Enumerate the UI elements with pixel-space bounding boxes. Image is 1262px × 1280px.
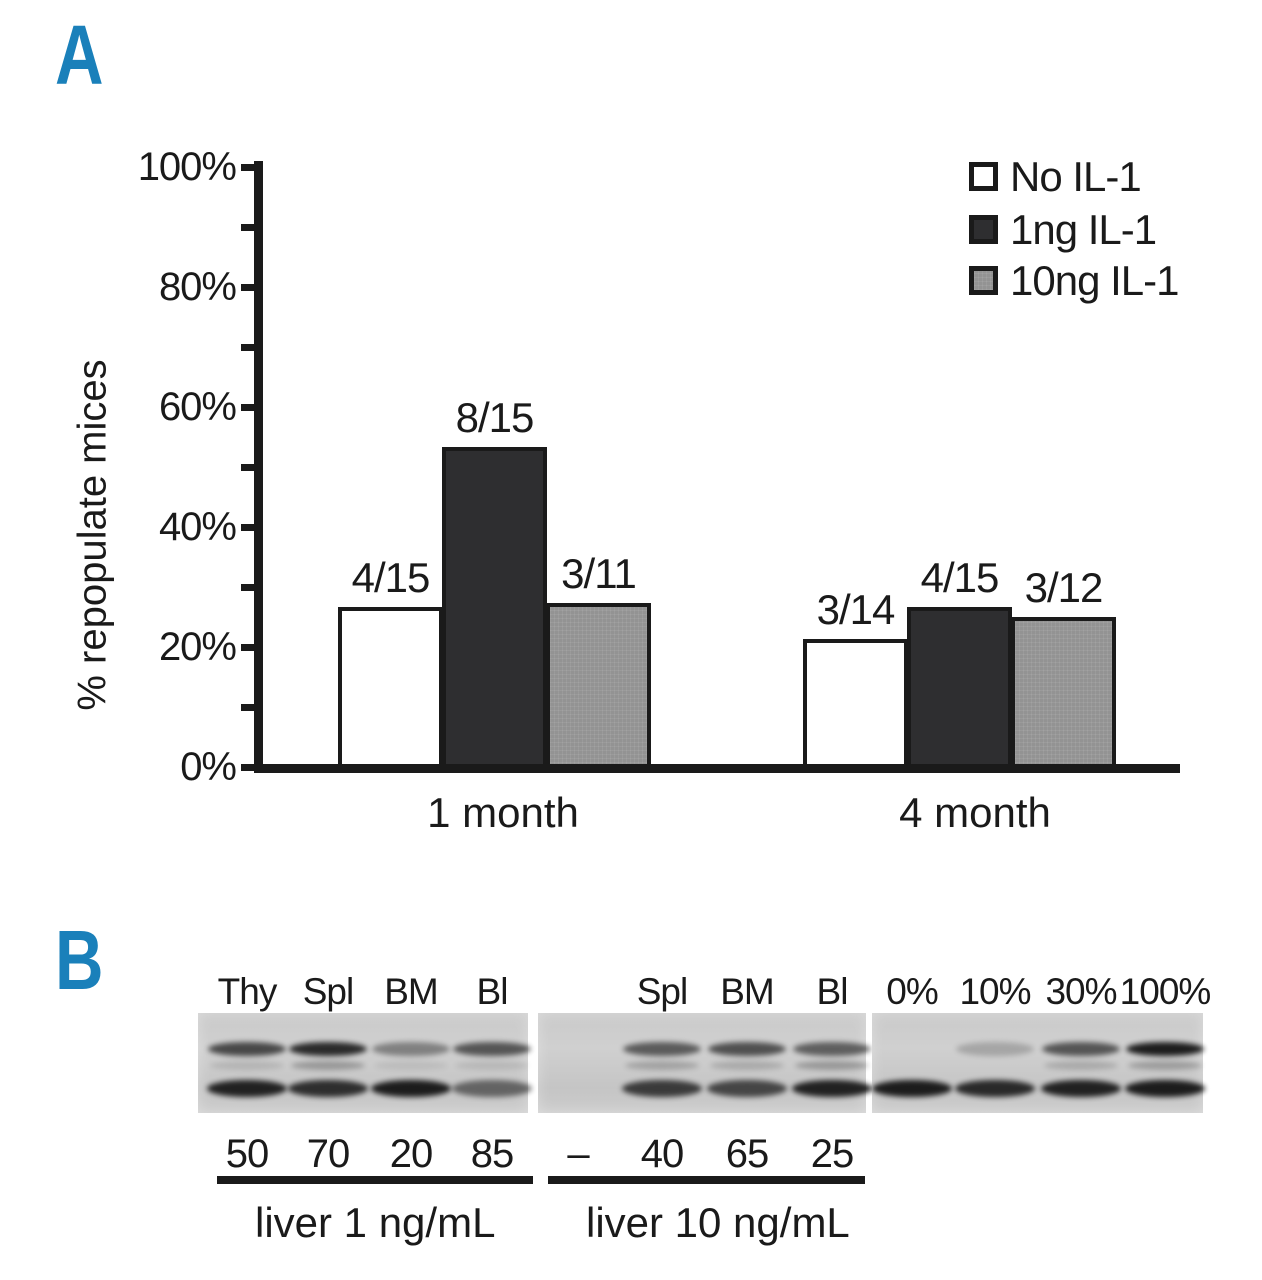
legend-swatch-2 [969, 215, 998, 244]
gel-band-lower [707, 1080, 787, 1097]
gel-band-middle [291, 1061, 365, 1070]
lane-value: 70 [306, 1132, 351, 1176]
gel-band-lower [1041, 1080, 1121, 1097]
bar-1ng-il-1-1-month [442, 447, 547, 771]
gel-band-middle [710, 1061, 784, 1070]
bar-value-label: 4/15 [920, 554, 1000, 601]
y-tick-label: 40% [158, 505, 237, 549]
gel-band-middle [374, 1061, 448, 1070]
y-axis-line [254, 161, 263, 773]
y-axis-tick [241, 644, 255, 651]
gel-caption-liver-10ng: liver 10 ng/mL [586, 1199, 850, 1246]
lane-label: 10% [959, 971, 1031, 1012]
bar-value-label: 3/12 [1024, 564, 1104, 611]
bar-10ng-il-1-4-month [1011, 617, 1116, 771]
y-axis-tick [241, 764, 255, 771]
category-label-4-month: 4 month [899, 789, 1051, 836]
gel-band-lower [955, 1080, 1035, 1097]
lane-value: 65 [725, 1132, 770, 1176]
gel-band-upper [1042, 1042, 1120, 1056]
lane-label: BM [384, 971, 439, 1012]
gel-band-middle [210, 1061, 284, 1070]
gel-band-upper [623, 1042, 701, 1056]
lane-value: 40 [640, 1132, 685, 1176]
gel-band-middle [1044, 1061, 1118, 1070]
x-axis-line [254, 764, 1180, 773]
lane-label: 100% [1119, 971, 1212, 1012]
lane-label: Spl [636, 971, 688, 1012]
gel-band-upper [793, 1042, 871, 1056]
gel-band-lower [1125, 1080, 1205, 1097]
y-axis-tick [241, 224, 255, 231]
category-label-1-month: 1 month [427, 789, 579, 836]
y-axis-tick [241, 584, 255, 591]
bar-no-il-1-4-month [803, 639, 908, 771]
legend-label-2: 1ng IL-1 [1010, 206, 1157, 253]
gel-band-upper [208, 1042, 286, 1056]
gel-band-middle [1128, 1061, 1202, 1070]
gel-band-upper [956, 1042, 1034, 1056]
gel-band-lower [371, 1080, 451, 1097]
gel-band-upper [289, 1042, 367, 1056]
y-tick-label: 80% [158, 265, 237, 309]
bar-value-label: 3/14 [816, 586, 896, 633]
lane-label: Bl [816, 971, 849, 1012]
gel-band-upper [708, 1042, 786, 1056]
lane-value: 50 [225, 1132, 270, 1176]
y-axis-tick [241, 464, 255, 471]
bar-10ng-il-1-1-month [546, 603, 651, 771]
gel-band-middle [455, 1061, 529, 1070]
y-tick-label: 60% [158, 385, 237, 429]
lane-value: – [567, 1132, 589, 1176]
y-tick-label: 20% [158, 625, 237, 669]
y-tick-label: 100% [137, 145, 237, 189]
gel-band-lower [207, 1080, 287, 1097]
gel-band-upper [1126, 1042, 1204, 1056]
gel-band-lower [622, 1080, 702, 1097]
y-axis-tick [241, 524, 255, 531]
legend-label-1: No IL-1 [1010, 153, 1142, 200]
y-tick-label: 0% [180, 745, 237, 789]
panel-a-label: A [55, 8, 104, 102]
lane-value: 25 [810, 1132, 855, 1176]
gel-band-upper [453, 1042, 531, 1056]
legend-swatch-3 [969, 266, 998, 295]
bar-value-label: 4/15 [351, 554, 431, 601]
gel-image-2 [538, 1013, 866, 1113]
gel-caption-liver-1ng: liver 1 ng/mL [255, 1199, 496, 1246]
y-axis-tick [241, 164, 255, 171]
y-axis-tick [241, 344, 255, 351]
gel-band-middle [625, 1061, 699, 1070]
gel-band-lower [872, 1080, 952, 1097]
lane-label: Thy [217, 971, 278, 1012]
bar-value-label: 8/15 [455, 394, 535, 441]
gel-band-lower [792, 1080, 872, 1097]
lane-value: 20 [389, 1132, 434, 1176]
gel-group-underline-2 [548, 1176, 865, 1184]
legend-swatch-1 [969, 162, 998, 191]
y-axis-tick [241, 404, 255, 411]
y-axis-tick [241, 704, 255, 711]
gel-group-underline-1 [217, 1176, 533, 1184]
lane-label: Spl [302, 971, 354, 1012]
lane-label: 0% [886, 971, 938, 1012]
y-axis-tick [241, 284, 255, 291]
bar-no-il-1-1-month [338, 607, 443, 771]
bar-value-label: 3/11 [561, 550, 637, 597]
gel-band-lower [452, 1080, 532, 1097]
panel-b-label: B [55, 913, 104, 1007]
bar-1ng-il-1-4-month [907, 607, 1012, 771]
lane-label: 30% [1045, 971, 1117, 1012]
gel-band-middle [795, 1061, 869, 1070]
lane-label: Bl [476, 971, 509, 1012]
gel-band-upper [372, 1042, 450, 1056]
legend-label-3: 10ng IL-1 [1010, 257, 1179, 304]
lane-value: 85 [470, 1132, 515, 1176]
gel-band-lower [288, 1080, 368, 1097]
lane-label: BM [720, 971, 775, 1012]
